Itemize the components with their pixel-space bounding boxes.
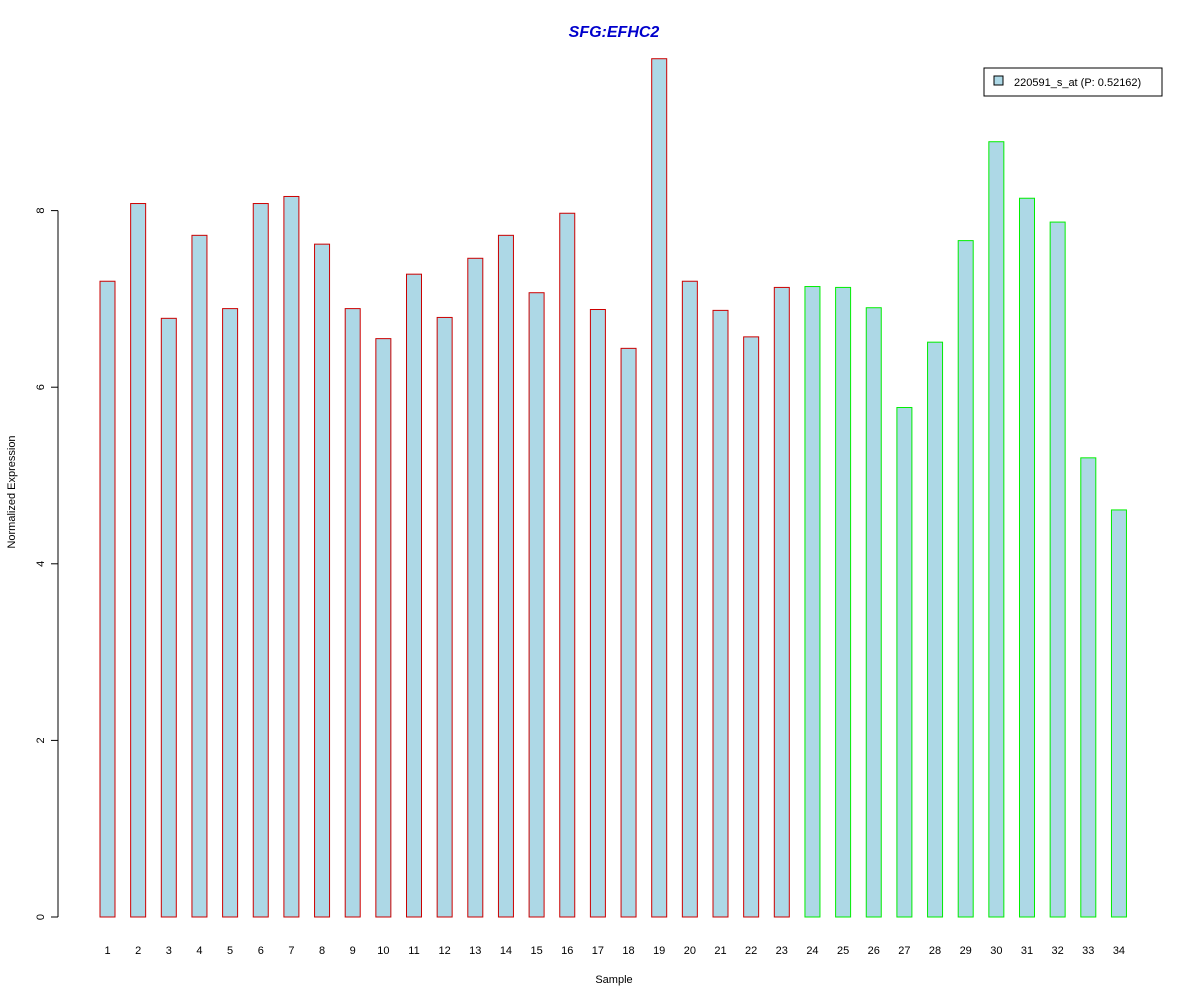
bar-sample-24 [804, 286, 821, 918]
x-tick-label: 23 [776, 945, 788, 957]
bar-sample-10 [375, 338, 392, 918]
legend-box [983, 67, 1163, 97]
x-tick-label: 14 [500, 945, 512, 957]
x-tick-label: 12 [439, 945, 451, 957]
bar-sample-34 [1110, 509, 1127, 918]
x-tick-label: 33 [1082, 945, 1094, 957]
y-tick-label: 2 [35, 737, 47, 743]
x-tick-label: 17 [592, 945, 604, 957]
x-tick-label: 22 [745, 945, 757, 957]
x-tick-label: 13 [469, 945, 481, 957]
x-tick-label: 34 [1113, 945, 1125, 957]
bar-sample-14 [497, 234, 514, 918]
bar-sample-15 [528, 292, 545, 918]
x-axis-label: Sample [595, 974, 632, 986]
legend-swatch [993, 75, 1004, 86]
x-tick-label: 16 [561, 945, 573, 957]
bar-sample-5 [222, 308, 239, 918]
bar-sample-25 [835, 286, 852, 918]
bar-sample-21 [712, 309, 729, 918]
bar-sample-2 [130, 203, 147, 918]
bar-sample-26 [865, 307, 882, 918]
x-tick-label: 20 [684, 945, 696, 957]
bar-sample-13 [467, 257, 484, 918]
x-tick-label: 8 [319, 945, 325, 957]
bar-sample-8 [314, 243, 331, 918]
bar-sample-4 [191, 234, 208, 918]
bar-sample-32 [1049, 221, 1066, 918]
bar-sample-20 [681, 280, 698, 918]
x-tick-label: 28 [929, 945, 941, 957]
y-tick-label: 6 [35, 384, 47, 390]
x-tick-label: 6 [258, 945, 264, 957]
x-tick-labels: 1 2 3 4 5 6 7 8 9 10 11 12 13 14 15 16 17 18 19 20 21 22 23 24 2… [104, 945, 1125, 957]
bar-sample-31 [1019, 197, 1035, 918]
bar-sample-9 [344, 308, 361, 918]
x-tick-label: 31 [1021, 945, 1033, 957]
x-tick-label: 4 [196, 945, 202, 957]
bar-sample-22 [743, 336, 760, 918]
x-tick-label: 24 [806, 945, 818, 957]
x-tick-label: 3 [166, 945, 172, 957]
bar-sample-7 [283, 195, 300, 918]
x-tick-label: 18 [622, 945, 634, 957]
y-axis-label: Normalized Expression [6, 435, 18, 548]
x-tick-label: 19 [653, 945, 665, 957]
bar-sample-28 [927, 341, 944, 918]
x-tick-label: 30 [990, 945, 1002, 957]
bar-sample-29 [957, 240, 974, 918]
chart-title: SFG:EFHC2 [569, 24, 660, 41]
x-tick-label: 15 [530, 945, 542, 957]
x-tick-label: 11 [408, 945, 419, 957]
x-tick-label: 9 [350, 945, 356, 957]
bar-sample-33 [1080, 457, 1097, 918]
legend: 220591_s_at (P: 0.52162) [983, 67, 1163, 97]
x-tick-label: 26 [868, 945, 880, 957]
bar-sample-27 [896, 407, 913, 918]
x-tick-label: 1 [104, 945, 110, 957]
bar-sample-23 [773, 286, 790, 918]
x-tick-label: 10 [377, 945, 389, 957]
x-tick-label: 32 [1052, 945, 1064, 957]
x-tick-label: 29 [960, 945, 972, 957]
x-tick-label: 21 [714, 945, 726, 957]
x-tick-label: 5 [227, 945, 233, 957]
legend-label: 220591_s_at (P: 0.52162) [1014, 77, 1141, 89]
bar-sample-16 [559, 212, 576, 918]
bar-sample-18 [620, 347, 637, 918]
bar-sample-17 [589, 308, 606, 918]
bar-sample-6 [252, 203, 269, 918]
y-tick-label: 0 [35, 914, 47, 920]
y-axis: 0 2 4 6 8 [35, 208, 59, 920]
y-tick-label: 4 [35, 561, 47, 567]
x-tick-label: 27 [898, 945, 910, 957]
y-tick-label: 8 [35, 208, 47, 214]
x-tick-label: 2 [135, 945, 141, 957]
bar-sample-1 [99, 280, 116, 918]
bar-sample-3 [160, 317, 177, 918]
bar-sample-19 [651, 58, 668, 918]
bars [99, 58, 1127, 918]
bar-sample-30 [988, 141, 1005, 918]
x-tick-label: 25 [837, 945, 849, 957]
bar-sample-11 [406, 273, 422, 918]
x-tick-label: 7 [288, 945, 294, 957]
bar-sample-12 [436, 316, 453, 918]
